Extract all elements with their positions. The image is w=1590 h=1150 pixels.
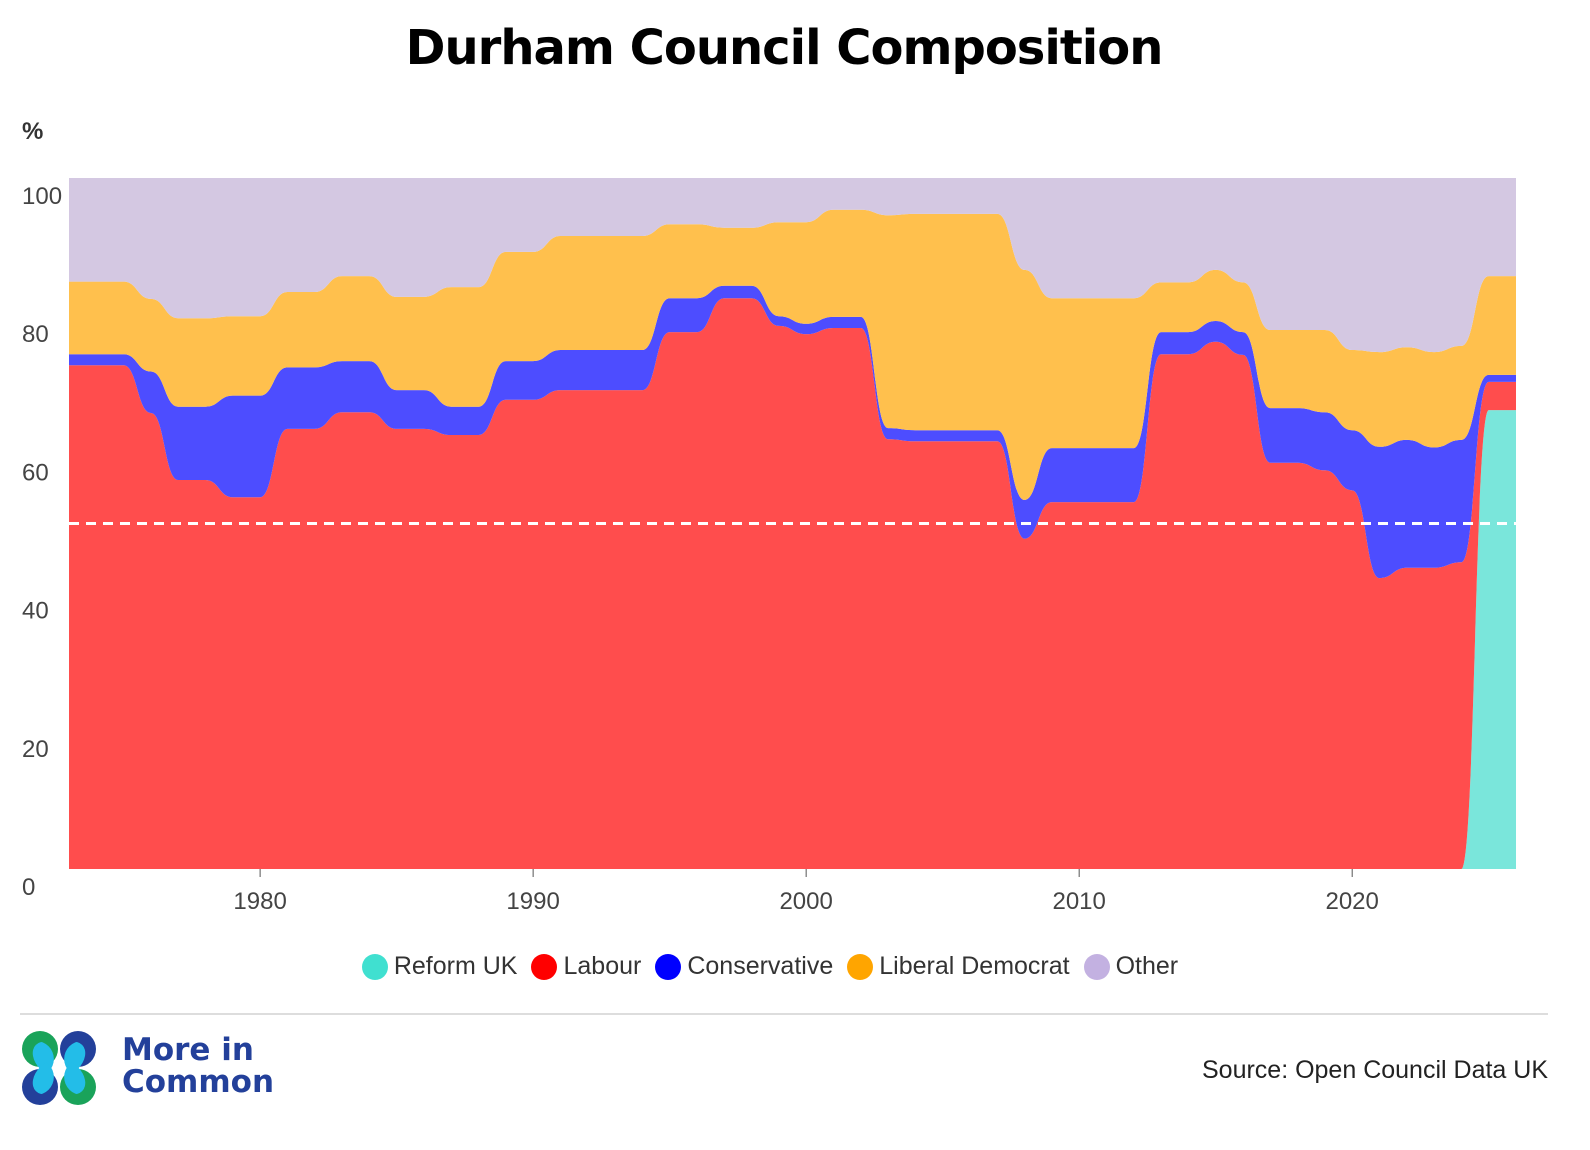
legend-swatch [1083,953,1110,980]
area-labour [69,298,1516,869]
legend: Reform UK Labour Conservative Liberal Democ… [0,952,1540,981]
more-in-common-logo-icon [22,1031,96,1105]
legend-item-conservative[interactable]: Conservative [655,952,833,981]
logo-line-1: More in [122,1032,254,1068]
y-tick-label: 60 [22,459,49,486]
legend-label: Labour [563,952,642,980]
y-tick-label: 0 [22,874,35,901]
legend-swatch [531,953,558,980]
area-other [69,178,1516,353]
legend-swatch [655,953,682,980]
x-tick-label: 1990 [506,888,559,915]
x-tick-label: 1980 [233,888,286,915]
footer-divider [20,1013,1548,1015]
x-tick-label: 2020 [1325,888,1378,915]
legend-label: Liberal Democrat [879,952,1070,980]
x-tick-label: 2000 [779,888,832,915]
legend-label: Other [1115,952,1179,980]
area-liberal-democrat [69,209,1516,501]
legend-item-other[interactable]: Other [1083,952,1179,981]
logo-line-2: Common [122,1064,275,1100]
y-tick-label: 100 [22,183,62,210]
source-note: Source: Open Council Data UK [1201,1056,1548,1084]
y-axis-unit-label: % [22,118,44,145]
y-tick-label: 80 [22,321,49,348]
x-tick-label: 2010 [1052,888,1105,915]
legend-label: Reform UK [393,952,518,980]
area-conservative [69,285,1516,579]
logo-text: More in Common [122,1034,274,1098]
legend-swatch [847,953,874,980]
legend-item-liberal-democrat[interactable]: Liberal Democrat [847,952,1070,981]
legend-swatch [361,953,388,980]
legend-item-reform-uk[interactable]: Reform UK [361,952,518,981]
legend-item-labour[interactable]: Labour [531,952,641,981]
y-tick-label: 40 [22,598,49,625]
legend-label: Conservative [687,952,834,980]
chart-title: Durham Council Composition [405,20,1164,76]
y-tick-label: 20 [22,736,49,763]
